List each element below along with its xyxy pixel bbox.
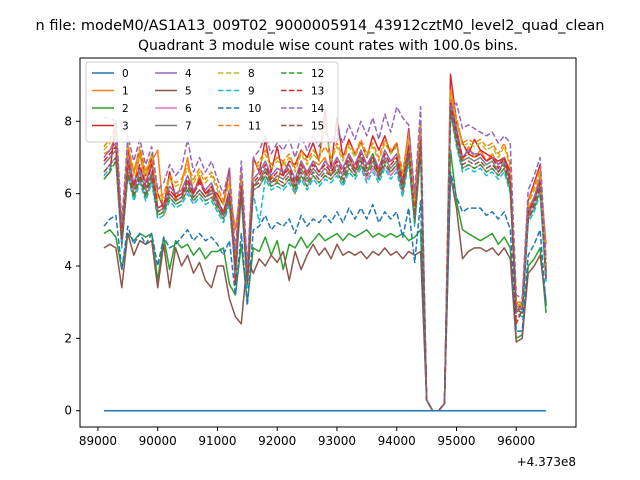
- series-line-5: [103, 174, 547, 412]
- series-line-15: [103, 109, 547, 412]
- legend-label: 13: [311, 86, 324, 98]
- y-tick-label: 2: [64, 331, 72, 345]
- chart-title: Quadrant 3 module wise count rates with …: [138, 38, 518, 54]
- legend-label: 8: [248, 68, 255, 80]
- x-tick-label: 93000: [318, 434, 356, 448]
- x-tick-label: 95000: [437, 434, 475, 448]
- legend-label: 3: [122, 121, 129, 133]
- legend-label: 9: [248, 86, 255, 98]
- x-tick-label: 94000: [378, 434, 416, 448]
- series-line-11: [103, 88, 547, 412]
- legend-label: 7: [185, 121, 192, 133]
- legend-label: 4: [185, 68, 192, 80]
- x-tick-label: 91000: [198, 434, 236, 448]
- series-line-1: [103, 88, 547, 412]
- legend-label: 2: [122, 103, 129, 115]
- y-tick-label: 4: [64, 259, 72, 273]
- series-line-10: [103, 171, 547, 412]
- x-offset-text: +4.373e8: [517, 455, 576, 469]
- series-line-12: [103, 109, 547, 412]
- series-line-2: [103, 149, 547, 412]
- x-tick-label: 96000: [497, 434, 535, 448]
- series-line-9: [103, 113, 547, 412]
- legend-label: 11: [248, 121, 261, 133]
- y-tick-label: 6: [64, 187, 72, 201]
- plot-frame: [79, 57, 577, 428]
- legend-label: 12: [311, 68, 324, 80]
- series-line-4: [103, 98, 547, 412]
- legend-label: 5: [185, 86, 192, 98]
- legend-label: 6: [185, 103, 192, 115]
- y-axis: 0 2 4 6 8: [64, 114, 80, 418]
- x-tick-label: 92000: [258, 434, 296, 448]
- legend-label: 0: [122, 68, 129, 80]
- legend-box: [85, 61, 339, 143]
- x-tick-label: 90000: [139, 434, 177, 448]
- legend-label: 15: [311, 121, 324, 133]
- legend-label: 14: [311, 103, 325, 115]
- legend-label: 1: [122, 86, 129, 98]
- y-tick-label: 0: [64, 404, 72, 418]
- y-tick-label: 8: [64, 114, 72, 128]
- legend-label: 10: [248, 103, 261, 115]
- series-line-13: [103, 102, 547, 412]
- x-axis: 89000 90000 91000 92000 93000 94000 95000 96000: [79, 427, 535, 448]
- x-tick-label: 89000: [79, 434, 117, 448]
- figure-suptitle: n file: modeM0/AS1A13_009T02_9000005914_…: [36, 18, 605, 34]
